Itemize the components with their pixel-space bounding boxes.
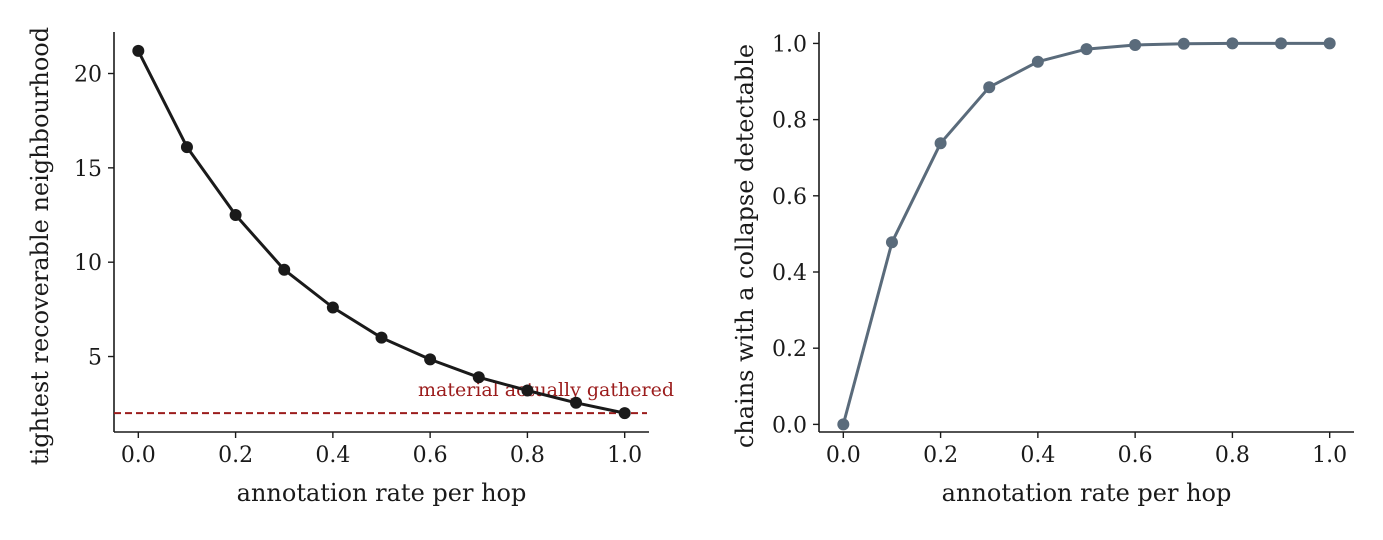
y-tick-label: 0.6 bbox=[772, 185, 807, 210]
reference-line-label: material actually gathered bbox=[418, 379, 674, 401]
y-tick-label: 20 bbox=[74, 63, 102, 88]
y-tick-label: 0.2 bbox=[772, 337, 807, 362]
x-tick-label: 0.6 bbox=[413, 443, 448, 468]
data-point bbox=[521, 384, 534, 397]
data-point bbox=[180, 141, 193, 154]
data-point bbox=[570, 396, 583, 409]
data-point bbox=[983, 81, 996, 94]
data-point bbox=[132, 44, 145, 57]
series-line bbox=[136, 50, 626, 415]
data-point bbox=[1031, 55, 1044, 68]
y-tick-label: 0.8 bbox=[772, 109, 807, 134]
x-tick-label: 0.6 bbox=[1118, 443, 1153, 468]
data-point bbox=[424, 353, 437, 366]
chart-panel-1: 0.0 0.2 0.4 0.6 0.8 1.0 5 10 15 20 annotation rate… bbox=[26, 27, 674, 507]
data-point bbox=[1323, 37, 1336, 50]
y-axis-title: chains with a collapse detectable bbox=[731, 44, 759, 448]
x-axis-title: annotation rate per hop bbox=[237, 479, 527, 507]
y-tick-label: 10 bbox=[74, 251, 102, 276]
x-tick-label: 1.0 bbox=[607, 443, 642, 468]
x-tick-label: 0.0 bbox=[826, 443, 861, 468]
data-point bbox=[375, 331, 388, 344]
x-tick-label: 0.2 bbox=[218, 443, 253, 468]
data-point bbox=[885, 236, 898, 249]
series-line bbox=[841, 41, 1330, 425]
x-tick-label: 0.8 bbox=[510, 443, 545, 468]
data-point bbox=[837, 418, 850, 431]
data-point bbox=[1177, 37, 1190, 50]
x-tick-label: 1.0 bbox=[1312, 443, 1347, 468]
y-tick-label: 0.0 bbox=[772, 413, 807, 438]
x-tick-label: 0.8 bbox=[1215, 443, 1250, 468]
x-tick-label: 0.0 bbox=[121, 443, 156, 468]
data-point bbox=[472, 371, 485, 384]
y-axis-title: tightest recoverable neighbourhood bbox=[26, 27, 54, 465]
data-point bbox=[1226, 37, 1239, 50]
x-tick-label: 0.4 bbox=[1020, 443, 1055, 468]
data-point bbox=[1129, 38, 1142, 51]
data-point bbox=[934, 137, 947, 150]
data-point bbox=[278, 263, 291, 276]
data-point bbox=[618, 407, 631, 420]
data-point bbox=[1080, 43, 1093, 56]
chart-panel-2: 0.0 0.2 0.4 0.6 0.8 1.0 0.0 0.2 0.4 0.6 0.8 1.0 anno… bbox=[731, 32, 1354, 507]
x-tick-label: 0.2 bbox=[923, 443, 958, 468]
x-tick-label: 0.4 bbox=[315, 443, 350, 468]
y-tick-label: 0.4 bbox=[772, 261, 807, 286]
data-point bbox=[1275, 37, 1288, 50]
data-point bbox=[326, 301, 339, 314]
y-tick-label: 15 bbox=[74, 157, 102, 182]
y-tick-label: 1.0 bbox=[772, 32, 807, 57]
x-axis-title: annotation rate per hop bbox=[942, 479, 1232, 507]
y-tick-label: 5 bbox=[88, 346, 102, 371]
data-point bbox=[229, 209, 242, 222]
